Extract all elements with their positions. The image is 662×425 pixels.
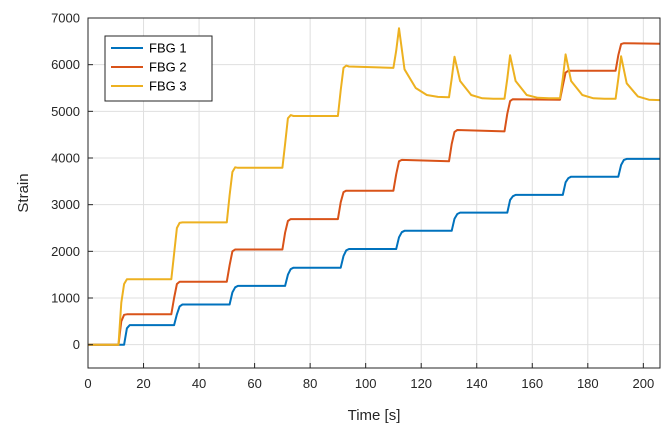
x-axis: 0 20 40 60 80 100 120 140 160 180 200 xyxy=(84,363,654,391)
y-tick-label: 5000 xyxy=(51,104,80,119)
x-tick-label: 0 xyxy=(84,376,91,391)
y-tick-label: 4000 xyxy=(51,151,80,166)
series-line-2 xyxy=(88,42,661,346)
series-line-1 xyxy=(88,157,660,346)
x-tick-label: 200 xyxy=(632,376,654,391)
y-axis: 0 1000 2000 3000 4000 5000 6000 7000 xyxy=(51,11,93,352)
y-tick-label: 2000 xyxy=(51,244,80,259)
x-axis-label: Time [s] xyxy=(348,407,401,424)
x-tick-label: 120 xyxy=(410,376,432,391)
x-tick-label: 40 xyxy=(192,376,206,391)
x-tick-label: 20 xyxy=(136,376,150,391)
legend-box xyxy=(104,35,213,102)
x-tick-label: 80 xyxy=(303,376,317,391)
legend-label-2: FBG 2 xyxy=(149,60,187,75)
x-tick-label: 140 xyxy=(466,376,488,391)
x-tick-label: 100 xyxy=(355,376,377,391)
y-tick-label: 6000 xyxy=(51,57,80,72)
plot-frame xyxy=(87,17,661,369)
y-tick-label: 1000 xyxy=(51,291,80,306)
series-lines xyxy=(88,27,661,346)
y-tick-label: 7000 xyxy=(51,11,80,26)
x-tick-label: 160 xyxy=(521,376,543,391)
y-axis-label: Strain xyxy=(15,173,32,212)
x-tick-label: 60 xyxy=(247,376,261,391)
y-tick-label: 3000 xyxy=(51,197,80,212)
y-tick-label: 0 xyxy=(73,337,80,352)
legend-label-3: FBG 3 xyxy=(149,79,187,94)
series-line-3 xyxy=(88,27,661,346)
x-tick-label: 180 xyxy=(577,376,599,391)
legend-label-1: FBG 1 xyxy=(149,41,187,56)
legend: FBG 1 FBG 2 FBG 3 xyxy=(104,35,213,102)
